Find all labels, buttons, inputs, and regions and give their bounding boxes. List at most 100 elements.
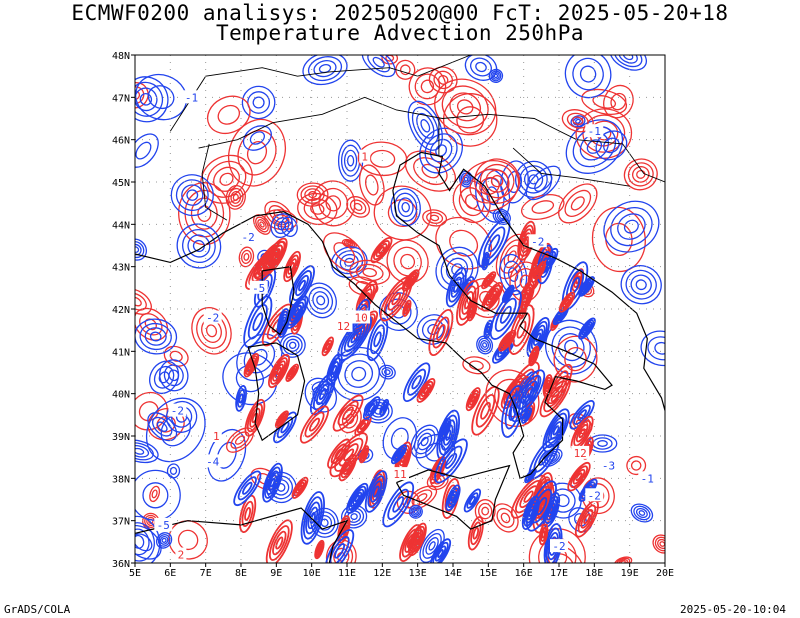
contour-line <box>234 435 246 445</box>
contour-label: -5 <box>157 519 170 532</box>
contour-line <box>176 223 222 269</box>
contour-cell <box>465 387 481 412</box>
contour-line <box>550 370 569 398</box>
contour-cell <box>135 439 159 464</box>
contour-line <box>383 369 391 375</box>
contour-line <box>243 295 273 348</box>
contour-line <box>436 324 446 341</box>
contour-cell <box>526 480 557 532</box>
contour-label-bg <box>334 318 353 332</box>
contour-cell <box>326 353 343 386</box>
contour-line <box>291 476 309 499</box>
contour-line <box>564 55 612 99</box>
contour-line <box>342 406 354 420</box>
contour-line <box>580 509 594 529</box>
lon-tick-label: 13E <box>409 568 427 579</box>
contour-line <box>524 385 534 399</box>
contour-line <box>470 57 492 77</box>
contour-line <box>337 400 359 426</box>
contour-line <box>390 444 408 465</box>
contour-cell <box>337 139 364 182</box>
lon-tick-label: 20E <box>656 568 674 579</box>
contour-cell <box>626 455 647 476</box>
contour-line <box>325 195 342 212</box>
contour-line <box>369 149 396 168</box>
contour-line <box>135 445 150 458</box>
contour-line <box>420 79 435 94</box>
contour-line <box>605 222 633 257</box>
contour-line <box>330 246 368 279</box>
contour-line <box>463 176 469 182</box>
contour-line <box>654 341 665 355</box>
contour-label-bg <box>550 539 568 553</box>
contour-line <box>558 183 598 224</box>
contour-line <box>135 238 148 261</box>
contour-label-bg <box>249 280 268 294</box>
contour-line <box>486 186 499 206</box>
contour-line <box>558 291 576 313</box>
contour-line <box>429 538 452 563</box>
contour-line <box>522 289 531 303</box>
contour-line <box>295 274 309 297</box>
contour-line <box>524 292 529 300</box>
contour-label: 1 <box>361 151 368 164</box>
contour-cell <box>370 236 393 264</box>
contour-line <box>546 363 573 405</box>
contour-line <box>247 91 271 114</box>
contour-line <box>647 336 665 361</box>
contour-line <box>575 108 633 159</box>
contour-line <box>217 104 241 125</box>
contour-line <box>370 236 393 264</box>
contour-line <box>578 276 596 297</box>
contour-line <box>632 166 650 183</box>
contour-line <box>468 303 476 316</box>
contour-line <box>618 55 638 64</box>
lon-tick-label: 14E <box>444 568 462 579</box>
contour-line <box>327 438 351 469</box>
contour-label: -1 <box>641 472 654 485</box>
chart-subtitle: Temperature Advection 250hPa <box>215 21 584 45</box>
contour-line <box>321 336 334 357</box>
contour-line <box>498 329 517 352</box>
contour-line <box>531 200 555 214</box>
contour-line <box>166 463 181 479</box>
contour-line <box>152 416 173 437</box>
contour-cell <box>476 335 494 355</box>
contour-line <box>346 482 369 514</box>
contour-line <box>638 510 646 516</box>
contour-line <box>356 419 369 434</box>
contour-line <box>579 65 597 83</box>
contour-line <box>652 534 665 554</box>
contour-line <box>246 141 268 165</box>
contour-line <box>318 388 327 401</box>
contour-line <box>282 335 303 355</box>
lon-tick-label: 17E <box>550 568 568 579</box>
contour-line <box>587 434 618 453</box>
contour-line <box>623 158 658 191</box>
contour-line <box>145 397 206 463</box>
contour-line <box>445 484 461 512</box>
contour-line <box>399 524 422 562</box>
contour-line <box>233 470 262 507</box>
contour-line <box>323 232 366 273</box>
contour-label: -1 <box>185 91 198 104</box>
contour-line <box>401 201 410 213</box>
contour-cell <box>574 500 599 538</box>
contour-line <box>623 219 639 234</box>
contour-line <box>534 173 553 192</box>
contour-line <box>379 398 390 417</box>
contour-cell <box>243 295 273 348</box>
contour-cell <box>346 482 369 514</box>
software-credit: GrADS/COLA <box>4 603 71 616</box>
contour-line <box>276 308 290 338</box>
contour-line <box>613 55 643 68</box>
contour-line <box>445 266 467 308</box>
contour-line <box>135 81 164 117</box>
timestamp: 2025-05-20-10:04 <box>680 603 786 616</box>
contour-line <box>367 475 385 508</box>
lat-tick-label: 41N <box>112 347 130 358</box>
contour-label: -5 <box>252 282 265 295</box>
contour-line <box>300 491 325 545</box>
contour-cell <box>558 183 598 224</box>
contour-line <box>475 394 496 428</box>
